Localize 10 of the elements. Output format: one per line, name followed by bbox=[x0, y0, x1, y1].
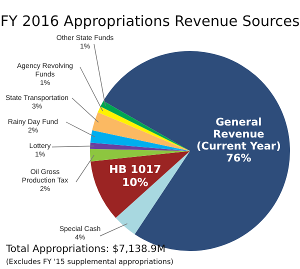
pie-slice bbox=[90, 130, 190, 151]
pie-slice bbox=[90, 142, 190, 151]
text: Total Appropriations: $7,138.9M bbox=[5, 244, 166, 255]
slice-label: General Revenue (Current Year) bbox=[196, 116, 281, 153]
pie-slice bbox=[90, 148, 190, 162]
data-label: 10% bbox=[122, 176, 148, 189]
chart-title: FY 2016 Appropriations Revenue Sources bbox=[0, 14, 300, 30]
pie-slice bbox=[92, 112, 190, 151]
slice-label: HB 1017 bbox=[109, 162, 162, 176]
data-label: 76% bbox=[226, 152, 252, 165]
